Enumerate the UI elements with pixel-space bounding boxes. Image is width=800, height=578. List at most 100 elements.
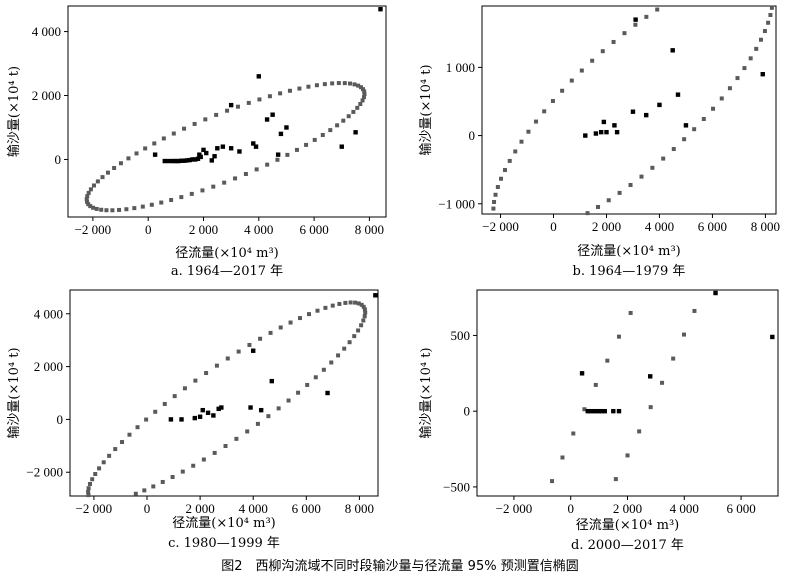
data-point bbox=[184, 158, 190, 163]
figure-caption: 图2 西柳沟流域不同时段输沙量与径流量 95% 预测置信椭圆 bbox=[221, 558, 578, 574]
data-point bbox=[228, 102, 234, 108]
ellipse-marker bbox=[192, 121, 197, 126]
ellipse-marker bbox=[362, 314, 367, 319]
ellipse-marker bbox=[661, 156, 666, 161]
data-point bbox=[170, 158, 176, 164]
ellipse-marker bbox=[346, 114, 351, 119]
ellipse-marker bbox=[650, 165, 655, 170]
y-axis-ticks: −2 000 0 2 000 4 000 bbox=[26, 306, 70, 480]
data-point bbox=[179, 158, 184, 163]
ellipse-marker bbox=[692, 308, 697, 313]
y-tick-label: 2 000 bbox=[32, 88, 61, 103]
ellipse-marker bbox=[613, 477, 618, 482]
ellipse-marker bbox=[268, 330, 273, 335]
ellipse-marker bbox=[214, 363, 219, 368]
y-tick-label: 1 000 bbox=[446, 60, 475, 75]
data-points bbox=[152, 6, 383, 164]
data-point bbox=[599, 408, 605, 414]
ellipse-marker bbox=[149, 202, 154, 207]
ellipse-marker bbox=[335, 123, 340, 128]
data-point bbox=[215, 146, 220, 151]
x-axis-ticks: −2 000 0 2 000 4 000 6 000 bbox=[496, 496, 756, 516]
ellipse-marker bbox=[355, 105, 360, 110]
ellipse-marker bbox=[622, 31, 627, 36]
data-point bbox=[209, 158, 214, 163]
data-point bbox=[200, 407, 205, 413]
ellipse-marker bbox=[127, 432, 132, 437]
ellipse-marker bbox=[101, 460, 106, 465]
data-point bbox=[195, 156, 201, 162]
y-tick-label: 500 bbox=[451, 328, 471, 343]
ellipse-marker bbox=[234, 436, 239, 441]
ellipse-marker bbox=[625, 453, 630, 458]
ellipse-marker bbox=[655, 7, 660, 12]
ellipse-marker bbox=[135, 425, 140, 430]
ellipse-marker bbox=[193, 378, 198, 383]
ellipse-marker bbox=[118, 161, 123, 166]
ellipse-marker bbox=[358, 102, 363, 107]
ellipse-marker bbox=[91, 205, 96, 210]
data-point bbox=[173, 158, 179, 164]
ellipse-marker bbox=[492, 199, 497, 204]
ellipse-marker bbox=[86, 202, 91, 207]
data-point bbox=[770, 334, 775, 340]
data-point bbox=[193, 157, 198, 162]
ellipse-marker bbox=[153, 409, 158, 414]
ellipse-marker bbox=[762, 29, 767, 34]
data-point bbox=[373, 293, 378, 298]
ellipse-marker bbox=[110, 208, 115, 213]
ellipse-marker bbox=[748, 56, 753, 61]
ellipse-marker bbox=[276, 406, 281, 411]
ellipse-marker bbox=[170, 475, 175, 480]
ellipse-marker bbox=[569, 78, 574, 83]
ellipse-marker bbox=[571, 431, 576, 436]
ellipse-marker bbox=[526, 129, 531, 134]
ellipse-marker bbox=[361, 95, 366, 100]
x-axis-label: 径流量(×10⁴ m³) bbox=[576, 518, 679, 533]
data-point bbox=[760, 71, 765, 77]
ellipse-marker bbox=[617, 190, 622, 195]
ellipse-marker bbox=[330, 81, 335, 86]
data-point bbox=[220, 144, 226, 149]
ellipse-marker bbox=[132, 206, 137, 211]
ellipse-marker bbox=[85, 194, 90, 199]
ellipse-marker bbox=[754, 46, 759, 51]
x-tick-label: 8 000 bbox=[355, 222, 384, 237]
data-point bbox=[588, 408, 593, 414]
ellipse-marker bbox=[100, 175, 105, 180]
x-tick-label: −2 000 bbox=[482, 219, 519, 234]
confidence-ellipse bbox=[84, 81, 367, 213]
ellipse-marker bbox=[637, 429, 642, 434]
data-point bbox=[270, 112, 275, 117]
data-point bbox=[190, 157, 195, 162]
y-tick-label: 0 bbox=[469, 128, 476, 143]
data-point bbox=[168, 417, 174, 422]
data-point bbox=[264, 117, 270, 122]
ellipse-marker bbox=[362, 92, 367, 97]
data-point bbox=[275, 152, 281, 157]
ellipse-marker bbox=[93, 472, 98, 477]
data-point bbox=[591, 408, 596, 414]
x-tick-label: 4 000 bbox=[645, 219, 674, 234]
ellipse-marker bbox=[225, 356, 230, 361]
ellipse-marker bbox=[162, 401, 167, 406]
ellipse-marker bbox=[633, 22, 638, 27]
ellipse-marker bbox=[94, 206, 99, 211]
data-point bbox=[611, 408, 616, 414]
y-tick-label: 0 bbox=[464, 404, 471, 419]
ellipse-marker bbox=[648, 405, 653, 410]
ellipse-marker bbox=[711, 106, 716, 111]
ellipse-marker bbox=[606, 198, 611, 203]
ellipse-marker bbox=[86, 489, 91, 494]
ellipse-marker bbox=[600, 49, 605, 54]
ellipse-marker bbox=[550, 99, 555, 104]
ellipse-marker bbox=[362, 89, 367, 94]
ellipse-marker bbox=[348, 81, 353, 86]
ellipse-marker bbox=[105, 170, 110, 175]
ellipse-marker bbox=[298, 316, 303, 321]
data-point bbox=[596, 408, 602, 414]
ellipse-marker bbox=[495, 185, 500, 190]
ellipse-marker bbox=[491, 206, 496, 211]
data-point bbox=[633, 17, 638, 22]
ellipse-marker bbox=[560, 455, 565, 460]
